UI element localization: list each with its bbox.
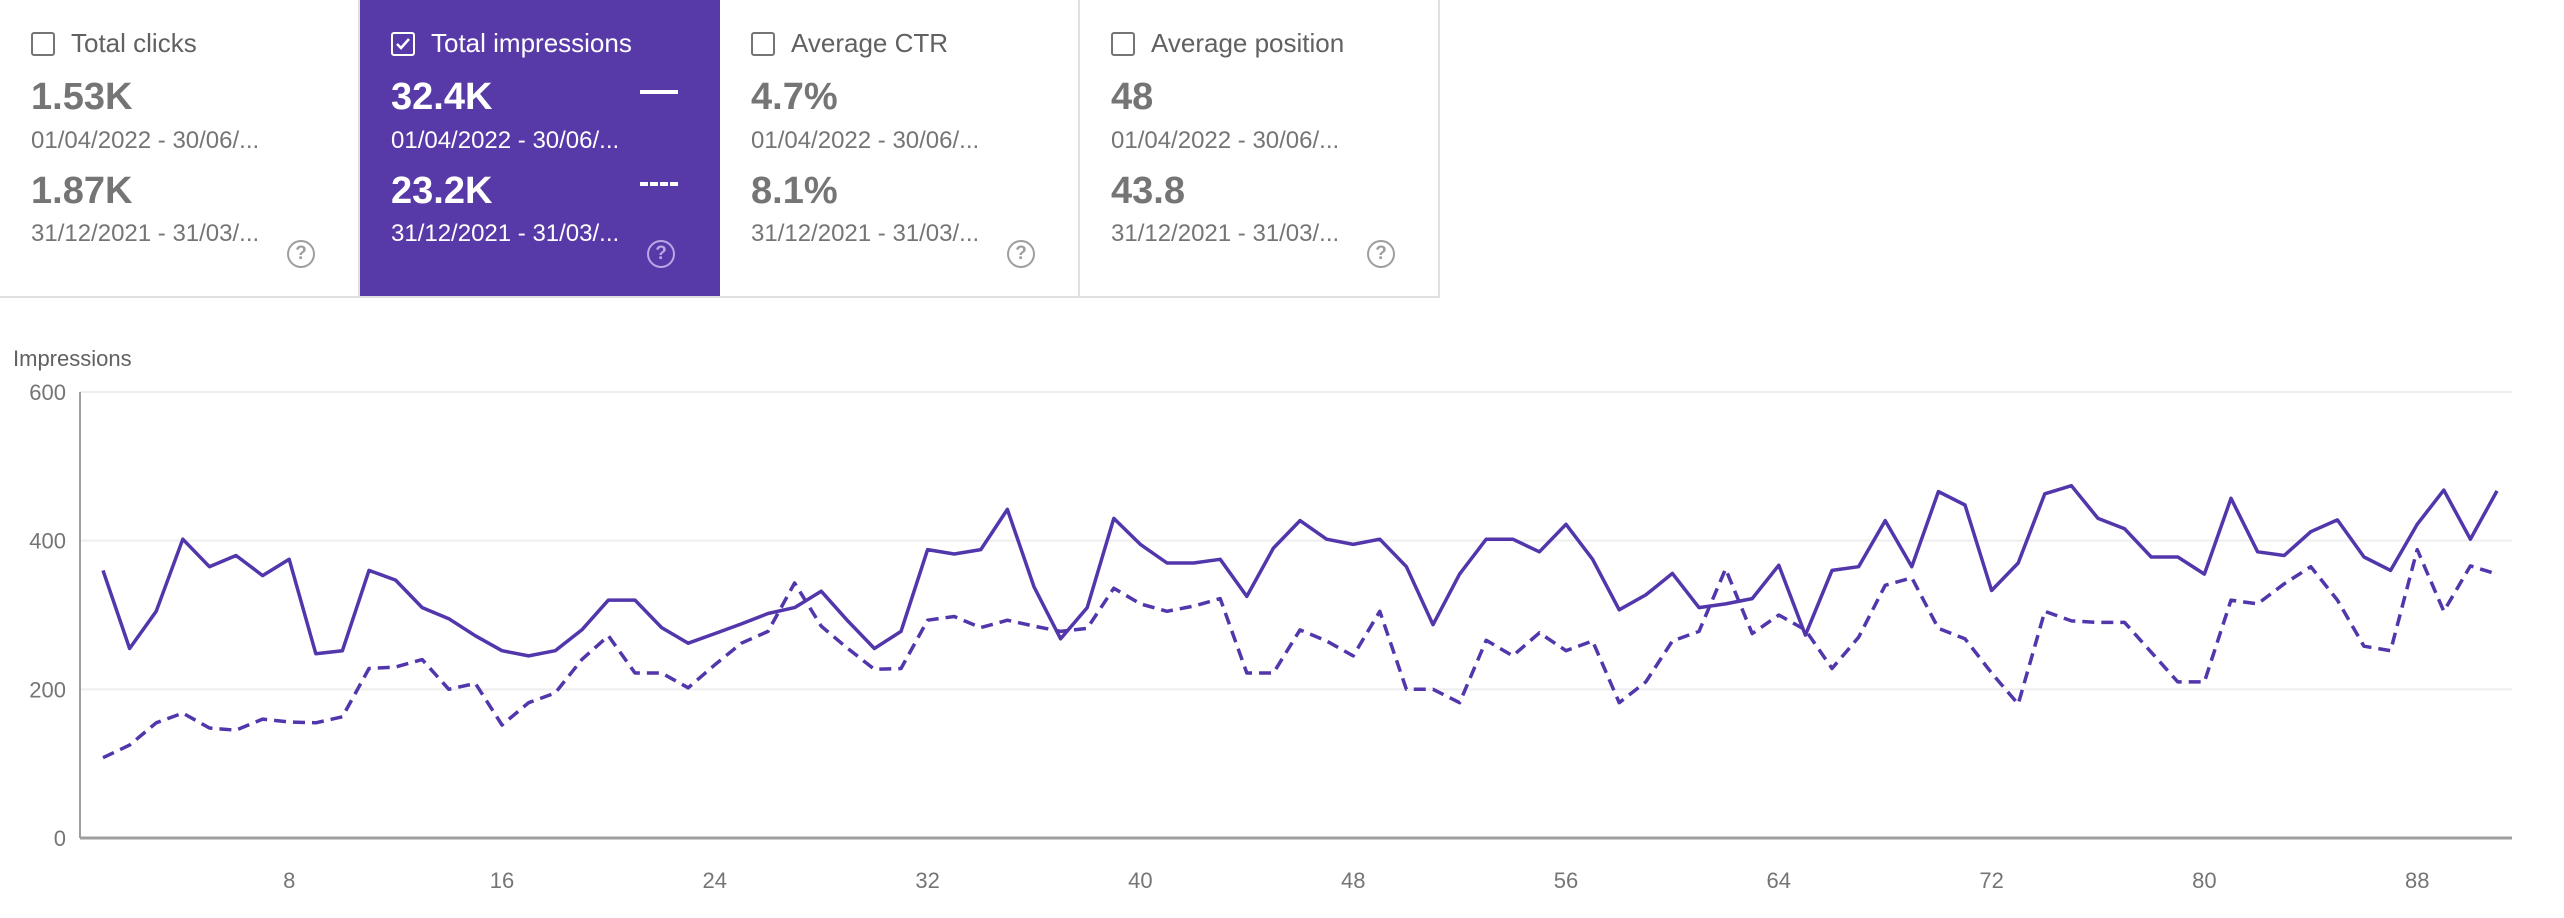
current-date-range: 01/04/2022 - 30/06/... [391,127,620,154]
current-value: 4.7% [751,76,838,118]
card-average-position[interactable]: Average position 48 01/04/2022 - 30/06/.… [1080,0,1440,296]
x-tick-label: 16 [490,868,514,893]
x-tick-label: 48 [1341,868,1365,893]
previous-date-range: 31/12/2021 - 31/03/... [1111,220,1340,247]
x-tick-label: 24 [703,868,727,893]
y-tick-label: 200 [29,677,66,702]
card-average-ctr[interactable]: Average CTR 4.7% 01/04/2022 - 30/06/... … [720,0,1080,296]
previous-period-line [102,547,2498,760]
x-tick-label: 64 [1767,868,1791,893]
x-tick-label: 72 [1979,868,2003,893]
y-tick-label: 600 [29,380,66,405]
checkbox-checked-icon[interactable] [391,32,415,56]
current-value: 32.4K [391,76,493,118]
current-date-range: 01/04/2022 - 30/06/... [1111,127,1340,154]
previous-value: 8.1% [751,170,838,212]
checkbox-unchecked-icon[interactable] [751,32,775,56]
help-icon[interactable]: ? [287,240,315,268]
current-date-range: 01/04/2022 - 30/06/... [31,127,260,154]
card-title: Total clicks [71,28,197,58]
x-tick-label: 8 [283,868,295,893]
current-value: 48 [1111,76,1154,118]
previous-date-range: 31/12/2021 - 31/03/... [391,220,620,247]
current-period-line [101,483,2499,658]
dashed-line-legend-icon [640,182,678,186]
help-icon[interactable]: ? [1367,240,1395,268]
previous-value: 1.87K [31,170,133,212]
previous-value: 43.8 [1111,170,1185,212]
x-tick-label: 32 [915,868,939,893]
card-title: Total impressions [431,28,632,58]
x-tick-label: 56 [1554,868,1578,893]
x-tick-label: 40 [1128,868,1152,893]
previous-date-range: 31/12/2021 - 31/03/... [31,220,260,247]
help-icon[interactable]: ? [647,240,675,268]
checkbox-unchecked-icon[interactable] [31,32,55,56]
y-tick-label: 400 [29,529,66,554]
card-total-impressions[interactable]: Total impressions 32.4K 01/04/2022 - 30/… [360,0,720,296]
card-title: Average position [1151,28,1345,58]
current-date-range: 01/04/2022 - 30/06/... [751,127,980,154]
x-tick-label: 88 [2405,868,2429,893]
current-value: 1.53K [31,76,133,118]
checkbox-unchecked-icon[interactable] [1111,32,1135,56]
card-total-clicks[interactable]: Total clicks 1.53K 01/04/2022 - 30/06/..… [0,0,360,296]
card-title: Average CTR [791,28,949,58]
y-axis-title: Impressions [13,346,132,371]
y-tick-label: 0 [54,826,66,851]
metric-cards: Total clicks 1.53K 01/04/2022 - 30/06/..… [0,0,1440,298]
solid-line-legend-icon [640,90,678,94]
previous-date-range: 31/12/2021 - 31/03/... [751,220,980,247]
x-tick-label: 80 [2192,868,2216,893]
help-icon[interactable]: ? [1007,240,1035,268]
previous-value: 23.2K [391,170,493,212]
